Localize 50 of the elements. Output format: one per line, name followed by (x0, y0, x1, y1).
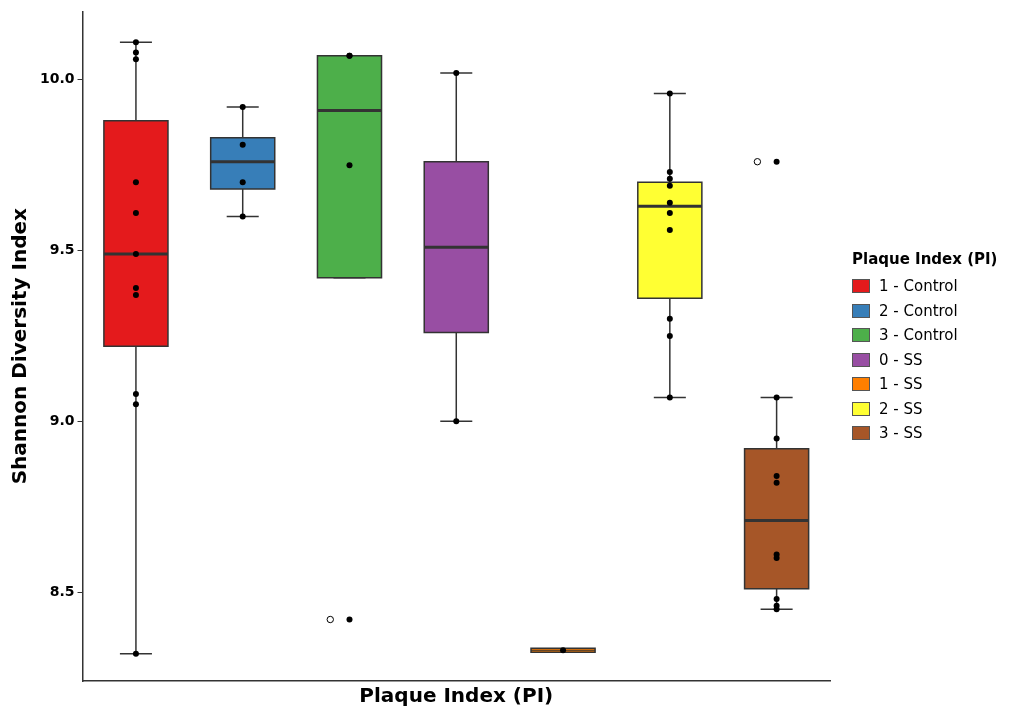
legend-label: 0 - SS (879, 350, 923, 369)
point (666, 199, 673, 206)
point (666, 209, 673, 216)
point (666, 227, 673, 234)
legend-label: 2 - SS (879, 399, 923, 418)
point (666, 168, 673, 175)
point (132, 650, 139, 657)
point (132, 401, 139, 408)
y-tick-label: 8.5 (49, 582, 75, 599)
y-tick-label: 9.0 (49, 412, 75, 428)
point (239, 213, 246, 220)
point (773, 473, 780, 480)
legend-label: 1 - Control (879, 277, 958, 296)
point (453, 69, 460, 76)
legend-label: 1 - SS (879, 375, 923, 394)
point (239, 104, 246, 111)
point (239, 179, 246, 186)
point (132, 285, 139, 292)
y-tick-label: 10.0 (40, 70, 75, 87)
point (132, 209, 139, 216)
point (132, 391, 139, 398)
point (666, 175, 673, 182)
point (773, 551, 780, 558)
point (773, 435, 780, 442)
legend-label: 2 - Control (879, 301, 958, 320)
x-axis-title: Plaque Index (PI) (359, 683, 554, 708)
point (666, 182, 673, 189)
point (773, 596, 780, 603)
point (666, 90, 673, 97)
y-tick-label: 9.5 (49, 241, 75, 258)
point (773, 479, 780, 486)
point (666, 394, 673, 401)
point (132, 56, 139, 63)
legend-label: 3 - Control (879, 326, 958, 345)
y-axis-title: Shannon Diversity Index (7, 207, 32, 485)
point (666, 332, 673, 339)
point (132, 39, 139, 46)
point (132, 49, 139, 56)
point (132, 250, 139, 257)
point (132, 291, 139, 298)
point (132, 179, 139, 186)
point (560, 647, 567, 654)
point (239, 141, 246, 148)
point (666, 315, 673, 322)
legend-label: 3 - SS (879, 424, 923, 443)
legend-title: Plaque Index (PI) (852, 250, 998, 268)
point (453, 418, 460, 425)
point (773, 602, 780, 609)
point (773, 394, 780, 401)
point (346, 162, 353, 169)
